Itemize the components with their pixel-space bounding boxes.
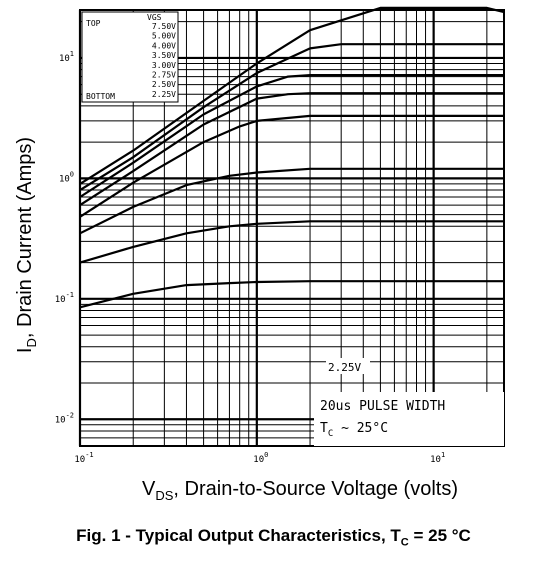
legend: TOP BOTTOM VGS 7.50V5.00V4.00V3.50V3.00V… [81, 11, 179, 103]
test-conditions-box: 20us PULSE WIDTH TC ~ 25°C [314, 392, 504, 446]
series-curve-2-25v [79, 280, 504, 309]
temperature-text: TC ~ 25°C [320, 421, 388, 439]
tick-label: 100 [253, 451, 268, 465]
tick-label: 101 [59, 50, 74, 64]
curve-label-2-25v: 2.25V [326, 358, 370, 374]
series-curve-4-00v [79, 73, 504, 198]
series-curve-3-00v [79, 114, 504, 218]
legend-entry: 4.00V [152, 41, 176, 50]
pulse-width-text: 20us PULSE WIDTH [320, 399, 445, 414]
series-curve-2-50v [79, 220, 504, 264]
legend-entry: 2.50V [152, 80, 176, 89]
series-curve-3-50v [79, 92, 504, 207]
curve-label-text: 2.25V [328, 361, 361, 374]
figure-caption: Fig. 1 - Typical Output Characteristics,… [76, 526, 471, 549]
y-axis-label: ID, Drain Current (Amps) [14, 136, 39, 354]
plot-frame [79, 9, 505, 447]
legend-top-label: TOP [86, 19, 101, 28]
legend-bottom-label: BOTTOM [86, 92, 115, 101]
legend-entry: 7.50V [152, 22, 176, 31]
tick-label: 101 [430, 451, 445, 465]
series-layer [79, 6, 505, 309]
tick-label: 10-1 [74, 451, 93, 465]
tick-labels: 10-2 10-1 100 101 10-1 100 101 [55, 50, 445, 465]
legend-entry: 5.00V [152, 32, 176, 41]
series-curve-5-00v [79, 43, 504, 192]
legend-entry: 3.00V [152, 61, 176, 70]
series-curve-7-50v [79, 6, 505, 185]
tick-label: 10-2 [55, 411, 74, 425]
legend-header: VGS [147, 13, 162, 22]
legend-entry: 2.75V [152, 71, 176, 80]
legend-entry: 3.50V [152, 51, 176, 60]
series-curve-2-75v [79, 167, 504, 235]
tick-label: 100 [59, 170, 74, 184]
tick-label: 10-1 [55, 291, 74, 305]
x-axis-label: VDS, Drain-to-Source Voltage (volts) [142, 478, 458, 503]
legend-entry: 2.25V [152, 90, 176, 99]
